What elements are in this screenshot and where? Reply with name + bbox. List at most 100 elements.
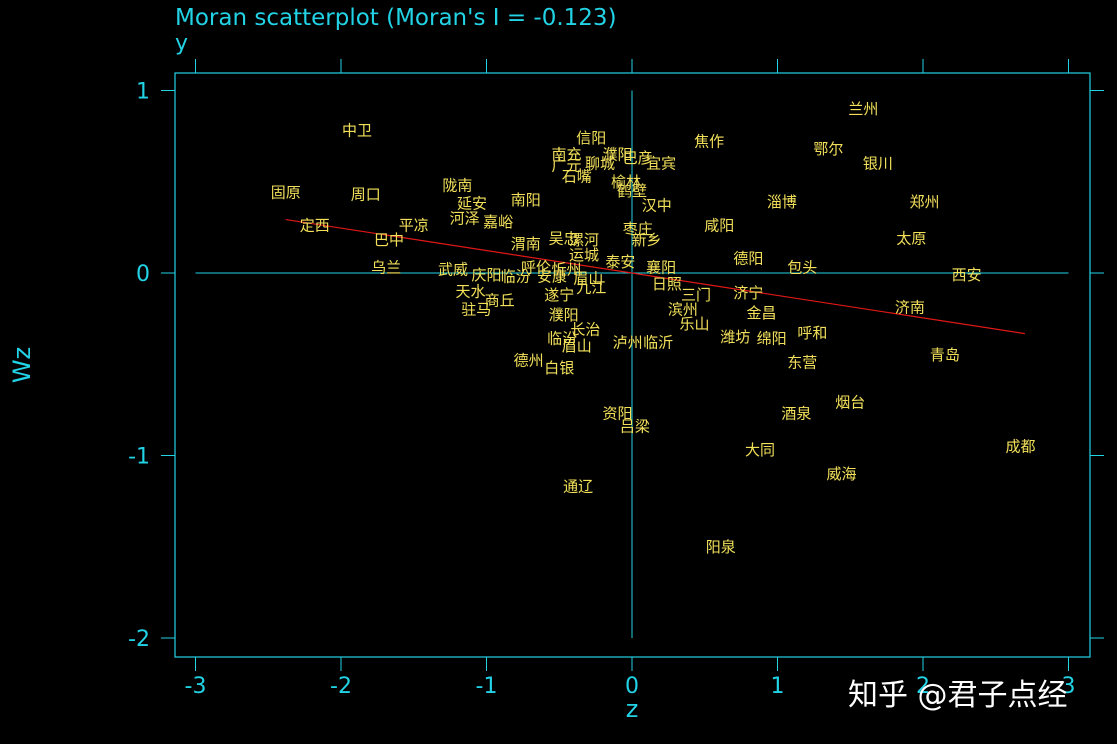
point-label: 安康 — [537, 268, 567, 286]
regression-line — [285, 218, 1025, 335]
point-label: 日照 — [652, 275, 682, 293]
point-label: 河泽 — [450, 209, 480, 227]
point-label: 固原 — [271, 184, 301, 202]
x-tick-label: -2 — [330, 674, 352, 699]
point-label: 濮阳 — [602, 145, 632, 163]
point-label: 商丘 — [485, 291, 515, 309]
point-label: 潍坊 — [720, 328, 750, 346]
point-label: 长治 — [570, 321, 600, 339]
point-label: 吕梁 — [620, 417, 650, 435]
point-label: 鄂尔 — [813, 140, 843, 158]
point-label: 包头 — [787, 259, 817, 277]
point-label: 眉山 — [573, 269, 603, 287]
x-tick-label: -1 — [476, 674, 498, 699]
point-label: 巴彦 — [623, 149, 653, 167]
point-label: 泸州 — [613, 333, 643, 351]
point-label: 天水 — [455, 282, 485, 300]
point-label: 周口 — [351, 186, 381, 204]
y-tick-label: -1 — [128, 445, 150, 470]
point-label: 中卫 — [342, 122, 372, 140]
point-label: 嘉峪 — [483, 213, 513, 231]
y-tick-label: -2 — [128, 627, 150, 652]
point-label: 巴中 — [374, 231, 404, 249]
point-label: 泰安 — [605, 253, 635, 271]
point-label: 眉山 — [562, 337, 592, 355]
y-tick-label: 1 — [136, 80, 150, 105]
point-label: 金昌 — [746, 304, 776, 322]
point-label: 兰州 — [848, 100, 878, 118]
x-tick-label: 1 — [771, 674, 785, 699]
point-label: 酒泉 — [781, 405, 811, 423]
point-label: 乌兰 — [371, 259, 401, 277]
point-label: 九江 — [576, 279, 606, 297]
point-label: 资阳 — [602, 405, 632, 423]
point-label: 信阳 — [576, 129, 606, 147]
point-label: 大同 — [745, 441, 775, 459]
x-axis-title: z — [626, 695, 639, 723]
point-label: 西安 — [952, 266, 982, 284]
chart-subtitle: y — [175, 31, 188, 56]
point-label: 忻州 — [552, 260, 582, 278]
point-label: 德州 — [514, 352, 544, 370]
point-label: 通辽 — [563, 478, 593, 496]
point-label: 咸阳 — [704, 217, 734, 235]
point-label: 南充 — [552, 145, 582, 163]
point-label: 呼伦 — [521, 259, 551, 277]
point-label: 济宁 — [733, 284, 763, 302]
point-label: 青岛 — [930, 346, 960, 364]
point-label: 白银 — [544, 359, 574, 377]
point-label: 临汾 — [501, 268, 531, 286]
point-label: 吴忠 — [549, 229, 579, 247]
point-label: 德阳 — [733, 249, 763, 267]
point-label: 榆林 — [611, 173, 641, 191]
point-label: 银川 — [863, 155, 893, 173]
point-label: 焦作 — [694, 133, 724, 151]
tick-labels: -3 -2 -1 0 1 2 3 -2 -1 0 1 — [128, 80, 1075, 700]
point-label: 驻马 — [461, 301, 491, 319]
point-label: 陇南 — [442, 176, 472, 194]
chart-title: Moran scatterplot (Moran's I = -0.123) — [175, 5, 617, 31]
x-tick-label: 0 — [625, 674, 639, 699]
point-label: 南阳 — [511, 191, 541, 209]
x-tick-label: 3 — [1062, 674, 1076, 699]
point-label: 绵阳 — [757, 330, 787, 348]
point-label: 遂宁 — [544, 286, 574, 304]
y-tick-label: 0 — [136, 262, 150, 287]
point-label: 乐山 — [680, 315, 710, 333]
point-label: 汉中 — [642, 196, 672, 214]
point-label: 武威 — [438, 260, 468, 278]
point-label: 平凉 — [399, 217, 429, 235]
point-label: 淄博 — [767, 193, 797, 211]
point-label: 威海 — [827, 465, 857, 483]
point-label: 临汾 — [547, 330, 577, 348]
point-label: 滨州 — [668, 301, 698, 319]
point-label: 濮阳 — [549, 306, 579, 324]
point-label: 枣庄 — [623, 220, 653, 238]
point-label: 聊城 — [585, 155, 615, 173]
point-label: 宜宾 — [646, 155, 676, 173]
point-label: 临沂 — [643, 333, 673, 351]
point-label: 郑州 — [909, 193, 939, 211]
point-label: 三门 — [681, 286, 711, 304]
point-label: 漯河 — [569, 231, 599, 249]
point-label: 渭南 — [511, 235, 541, 253]
watermark: 知乎 @君子点经 — [848, 678, 1068, 713]
point-label: 阳泉 — [706, 538, 736, 556]
point-label: 成都 — [1005, 437, 1035, 455]
point-label: 太原 — [896, 229, 926, 247]
axis-ticks — [161, 59, 1104, 671]
point-label: 烟台 — [835, 394, 865, 412]
y-axis-title: Wz — [8, 347, 36, 383]
point-label: 延安 — [457, 195, 487, 213]
point-label: 庆阳 — [471, 266, 501, 284]
point-label: 石嘴 — [562, 167, 592, 185]
point-label: 济南 — [895, 299, 925, 317]
x-tick-label: -3 — [185, 674, 207, 699]
point-label: 襄阳 — [646, 259, 676, 277]
point-label: 东营 — [787, 353, 817, 371]
point-label: 定西 — [300, 217, 330, 235]
point-label: 鹤壁 — [617, 182, 647, 200]
x-tick-label: 2 — [916, 674, 930, 699]
